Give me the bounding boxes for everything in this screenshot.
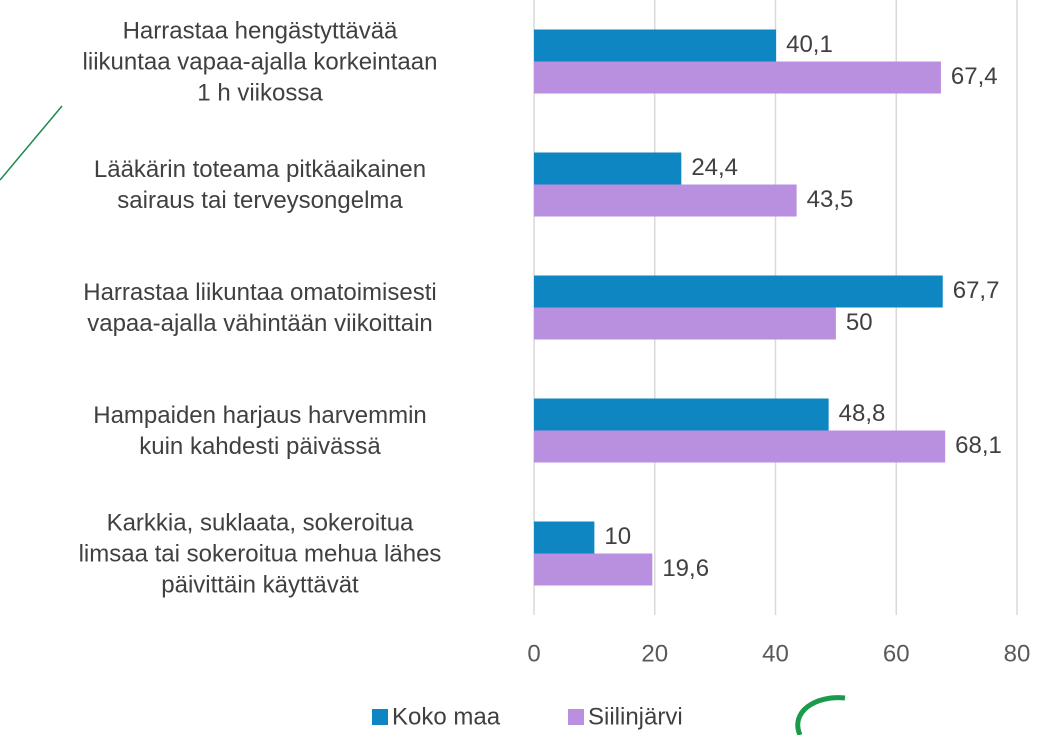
decoration-logo bbox=[795, 695, 846, 735]
value-label: 19,6 bbox=[662, 555, 709, 582]
bar bbox=[534, 29, 777, 62]
value-label: 10 bbox=[604, 523, 631, 550]
x-tick-label: 60 bbox=[883, 640, 910, 667]
value-label: 67,4 bbox=[951, 63, 998, 90]
x-tick-label: 40 bbox=[762, 640, 789, 667]
category-label: Harrastaa liikuntaa omatoimisesti vapaa-… bbox=[83, 278, 437, 337]
x-tick-label: 80 bbox=[1004, 640, 1031, 667]
value-label: 67,7 bbox=[953, 277, 1000, 304]
value-label: 40,1 bbox=[786, 31, 833, 58]
bar bbox=[534, 152, 682, 185]
x-tick-label: 20 bbox=[641, 640, 668, 667]
value-label: 68,1 bbox=[955, 432, 1002, 459]
category-label: Karkkia, suklaata, sokeroitua limsaa tai… bbox=[78, 509, 442, 598]
value-label: 24,4 bbox=[691, 154, 738, 181]
bar bbox=[534, 275, 943, 308]
bar bbox=[534, 521, 595, 554]
category-label: Lääkärin toteama pitkäaikainen sairaus t… bbox=[93, 155, 427, 214]
bar bbox=[534, 553, 653, 586]
decoration-line bbox=[0, 105, 63, 181]
bar bbox=[534, 184, 797, 217]
bar bbox=[534, 430, 946, 463]
bar bbox=[534, 307, 836, 340]
category-label: Harrastaa hengästyttävää liikuntaa vapaa… bbox=[82, 17, 438, 106]
legend-swatch bbox=[568, 709, 584, 725]
x-tick-label: 0 bbox=[527, 640, 540, 667]
legend-label: Koko maa bbox=[392, 703, 501, 730]
value-label: 50 bbox=[846, 309, 873, 336]
bar bbox=[534, 61, 941, 94]
category-label: Hampaiden harjaus harvemmin kuin kahdest… bbox=[93, 401, 427, 460]
legend-label: Siilinjärvi bbox=[588, 703, 683, 730]
legend-swatch bbox=[372, 709, 388, 725]
value-label: 43,5 bbox=[807, 186, 854, 213]
bar bbox=[534, 398, 829, 431]
value-label: 48,8 bbox=[839, 400, 886, 427]
